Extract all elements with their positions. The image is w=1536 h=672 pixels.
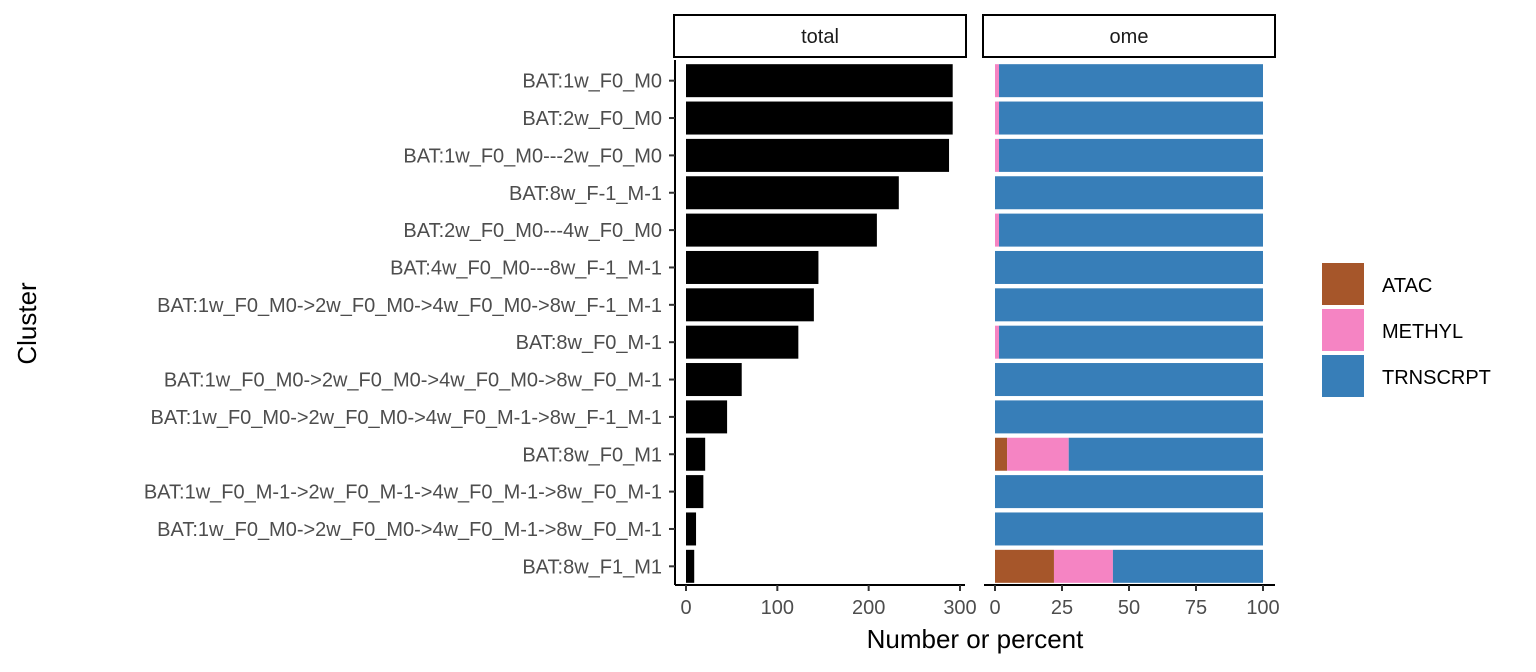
legend-key-methyl	[1322, 309, 1364, 351]
bar-methyl-1	[995, 101, 1000, 135]
facet-strip-total	[673, 14, 967, 58]
bar-total-3	[686, 176, 899, 210]
bar-total-0	[686, 64, 953, 98]
x-tick-label-ome-50: 50	[1118, 597, 1140, 619]
legend-key-atac	[1322, 263, 1364, 305]
bar-trnscrpt-0	[999, 64, 1263, 98]
bar-trnscrpt-4	[999, 213, 1263, 247]
bar-methyl-2	[995, 138, 1000, 172]
bar-total-13	[686, 549, 695, 583]
y-tick-label-9: BAT:1w_F0_M0->2w_F0_M0->4w_F0_M-1->8w_F-…	[151, 407, 663, 429]
bar-total-2	[686, 138, 950, 172]
bar-trnscrpt-2	[999, 138, 1263, 172]
y-tick-label-8: BAT:1w_F0_M0->2w_F0_M0->4w_F0_M0->8w_F0_…	[164, 370, 662, 392]
y-tick-label-3: BAT:8w_F-1_M-1	[509, 183, 662, 205]
x-tick-label-total-0: 0	[680, 597, 691, 619]
x-tick-label-ome-0: 0	[989, 597, 1000, 619]
bar-trnscrpt-3	[995, 176, 1263, 210]
bar-methyl-0	[995, 64, 1000, 98]
y-tick-label-5: BAT:4w_F0_M0---8w_F-1_M-1	[390, 257, 662, 279]
y-tick-label-6: BAT:1w_F0_M0->2w_F0_M0->4w_F0_M0->8w_F-1…	[157, 295, 662, 317]
bar-total-10	[686, 437, 706, 471]
bar-trnscrpt-9	[995, 400, 1263, 434]
bar-total-6	[686, 288, 814, 322]
bar-trnscrpt-6	[995, 288, 1263, 322]
x-tick-label-total-300: 300	[943, 597, 976, 619]
bar-methyl-7	[995, 325, 1000, 359]
bar-atac-10	[995, 437, 1008, 471]
bar-trnscrpt-11	[995, 475, 1263, 509]
facet-label-ome: ome	[1110, 26, 1149, 48]
y-tick-label-4: BAT:2w_F0_M0---4w_F0_M0	[403, 220, 662, 242]
bar-total-11	[686, 475, 704, 509]
bar-methyl-13	[1053, 549, 1113, 583]
bar-total-12	[686, 512, 697, 546]
bar-methyl-10	[1007, 437, 1069, 471]
bar-trnscrpt-8	[995, 363, 1263, 397]
facet-label-total: total	[801, 26, 839, 48]
bar-trnscrpt-12	[995, 512, 1263, 546]
y-tick-label-10: BAT:8w_F0_M1	[522, 444, 662, 466]
legend-key-trnscrpt	[1322, 355, 1364, 397]
legend-label-trnscrpt: TRNSCRPT	[1382, 367, 1491, 389]
bar-trnscrpt-7	[999, 325, 1263, 359]
x-axis-title: Number or percent	[867, 624, 1085, 654]
legend-label-methyl: METHYL	[1382, 321, 1463, 343]
bar-total-5	[686, 250, 819, 284]
y-tick-label-11: BAT:1w_F0_M-1->2w_F0_M-1->4w_F0_M-1->8w_…	[144, 482, 662, 504]
facet-strip-ome	[982, 14, 1276, 58]
x-tick-label-ome-25: 25	[1051, 597, 1073, 619]
y-tick-label-0: BAT:1w_F0_M0	[522, 71, 662, 93]
bar-total-1	[686, 101, 953, 135]
bar-trnscrpt-10	[1068, 437, 1263, 471]
y-tick-label-2: BAT:1w_F0_M0---2w_F0_M0	[403, 145, 662, 167]
legend-label-atac: ATAC	[1382, 275, 1432, 297]
y-axis-title: Cluster	[12, 282, 42, 365]
x-tick-label-total-100: 100	[761, 597, 794, 619]
bar-trnscrpt-5	[995, 250, 1263, 284]
bar-methyl-4	[995, 213, 1000, 247]
bar-total-7	[686, 325, 799, 359]
bar-trnscrpt-13	[1112, 549, 1263, 583]
x-tick-label-ome-100: 100	[1246, 597, 1279, 619]
x-tick-label-total-200: 200	[852, 597, 885, 619]
bar-trnscrpt-1	[999, 101, 1263, 135]
y-tick-label-1: BAT:2w_F0_M0	[522, 108, 662, 130]
y-tick-label-13: BAT:8w_F1_M1	[522, 556, 662, 578]
y-tick-label-12: BAT:1w_F0_M0->2w_F0_M0->4w_F0_M-1->8w_F0…	[157, 519, 662, 541]
y-tick-label-7: BAT:8w_F0_M-1	[516, 332, 662, 354]
bar-atac-13	[995, 549, 1054, 583]
bar-total-9	[686, 400, 728, 434]
bar-total-8	[686, 363, 742, 397]
bar-total-4	[686, 213, 877, 247]
x-tick-label-ome-75: 75	[1185, 597, 1207, 619]
